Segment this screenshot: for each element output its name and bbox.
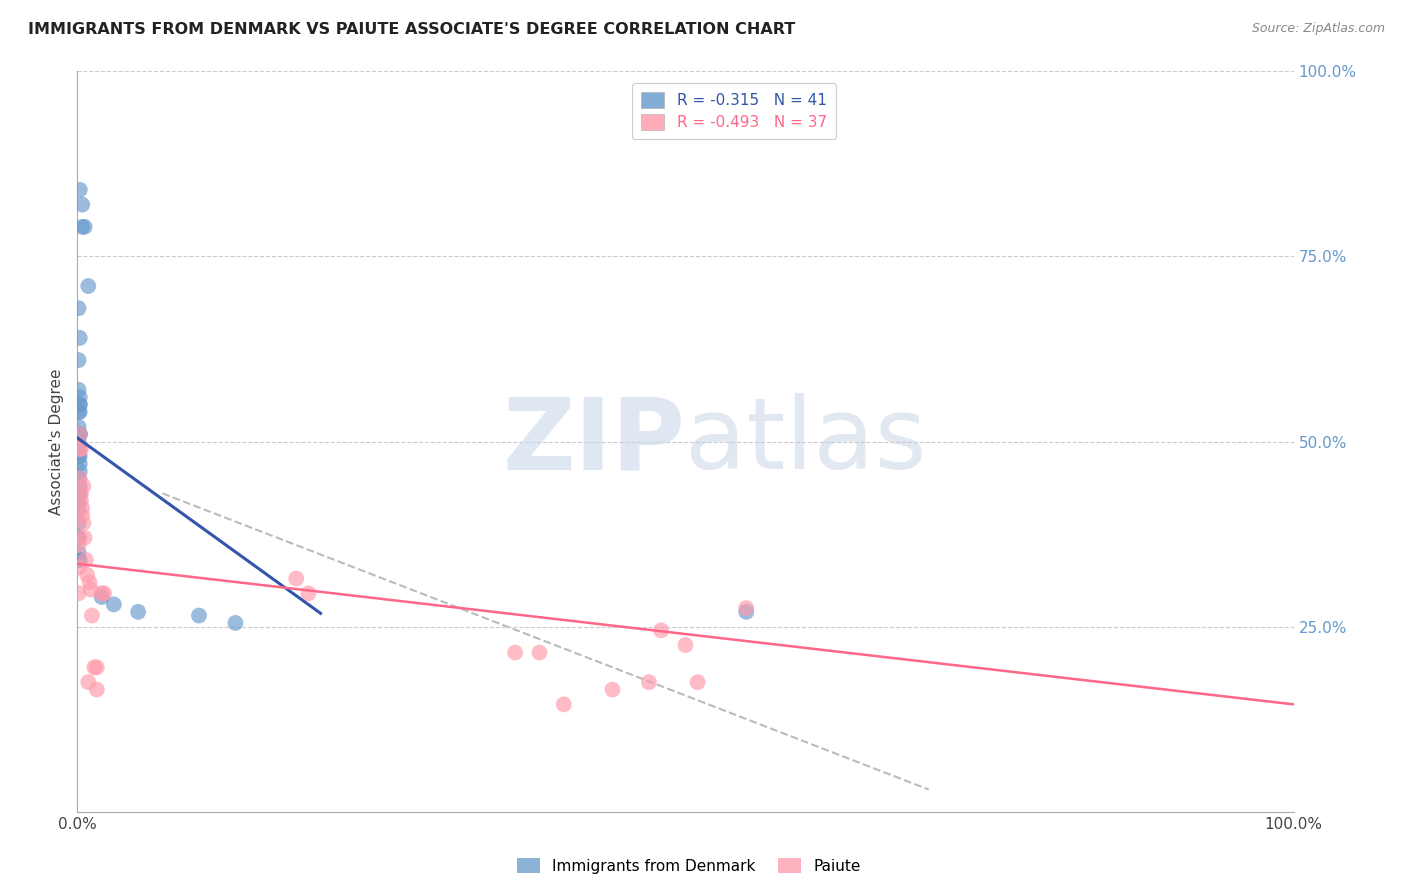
Point: [77, 279, 100, 293]
Point: [602, 682, 624, 697]
Point: [69, 427, 91, 442]
Point: [70, 219, 93, 234]
Legend: R = -0.315   N = 41, R = -0.493   N = 37: R = -0.315 N = 41, R = -0.493 N = 37: [633, 83, 837, 139]
Point: [69, 390, 91, 404]
Point: [77, 675, 100, 690]
Point: [69, 405, 91, 419]
Point: [69, 397, 91, 411]
Point: [73, 531, 96, 545]
Point: [80, 582, 103, 597]
Point: [76, 567, 98, 582]
Point: [67, 516, 90, 530]
Point: [69, 442, 91, 456]
Point: [70, 486, 93, 500]
Point: [297, 586, 319, 600]
Point: [67, 383, 90, 397]
Point: [735, 605, 758, 619]
Point: [70, 493, 93, 508]
Point: [70, 197, 93, 211]
Point: [69, 553, 91, 567]
Point: [75, 553, 97, 567]
Point: [69, 486, 91, 500]
Point: [69, 183, 91, 197]
Point: [553, 698, 575, 712]
Point: [69, 450, 91, 464]
Point: [69, 464, 91, 478]
Point: [70, 442, 93, 456]
Point: [69, 457, 91, 471]
Point: [67, 560, 90, 574]
Point: [83, 660, 105, 674]
Text: atlas: atlas: [686, 393, 927, 490]
Point: [686, 675, 709, 690]
Point: [67, 471, 90, 485]
Point: [735, 601, 758, 615]
Point: [69, 427, 91, 442]
Point: [70, 508, 93, 523]
Text: Source: ZipAtlas.com: Source: ZipAtlas.com: [1251, 22, 1385, 36]
Point: [67, 531, 90, 545]
Point: [224, 615, 246, 630]
Point: [69, 397, 91, 411]
Point: [69, 479, 91, 493]
Point: [67, 531, 90, 545]
Point: [67, 405, 90, 419]
Point: [79, 575, 101, 590]
Point: [503, 646, 526, 660]
Text: ZIP: ZIP: [502, 393, 686, 490]
Point: [90, 590, 112, 604]
Point: [72, 479, 94, 493]
Point: [638, 675, 661, 690]
Legend: Immigrants from Denmark, Paiute: Immigrants from Denmark, Paiute: [510, 852, 868, 880]
Text: IMMIGRANTS FROM DENMARK VS PAIUTE ASSOCIATE'S DEGREE CORRELATION CHART: IMMIGRANTS FROM DENMARK VS PAIUTE ASSOCI…: [28, 22, 796, 37]
Point: [67, 419, 90, 434]
Point: [67, 493, 90, 508]
Point: [69, 427, 91, 442]
Point: [127, 605, 149, 619]
Point: [70, 501, 93, 516]
Point: [69, 427, 91, 442]
Point: [73, 219, 96, 234]
Point: [188, 608, 211, 623]
Point: [69, 331, 91, 345]
Y-axis label: Associate's Degree: Associate's Degree: [49, 368, 65, 515]
Point: [67, 553, 90, 567]
Point: [67, 450, 90, 464]
Point: [93, 586, 115, 600]
Point: [103, 598, 125, 612]
Point: [650, 624, 672, 638]
Point: [69, 471, 91, 485]
Point: [86, 682, 108, 697]
Point: [72, 516, 94, 530]
Point: [67, 434, 90, 449]
Point: [67, 586, 90, 600]
Point: [67, 353, 90, 368]
Point: [67, 546, 90, 560]
Point: [67, 531, 90, 545]
Point: [90, 586, 112, 600]
Point: [285, 572, 308, 586]
Point: [67, 442, 90, 456]
Point: [67, 501, 90, 516]
Point: [86, 660, 108, 674]
Point: [529, 646, 551, 660]
Point: [67, 301, 90, 316]
Point: [67, 538, 90, 552]
Point: [80, 608, 103, 623]
Point: [675, 638, 697, 652]
